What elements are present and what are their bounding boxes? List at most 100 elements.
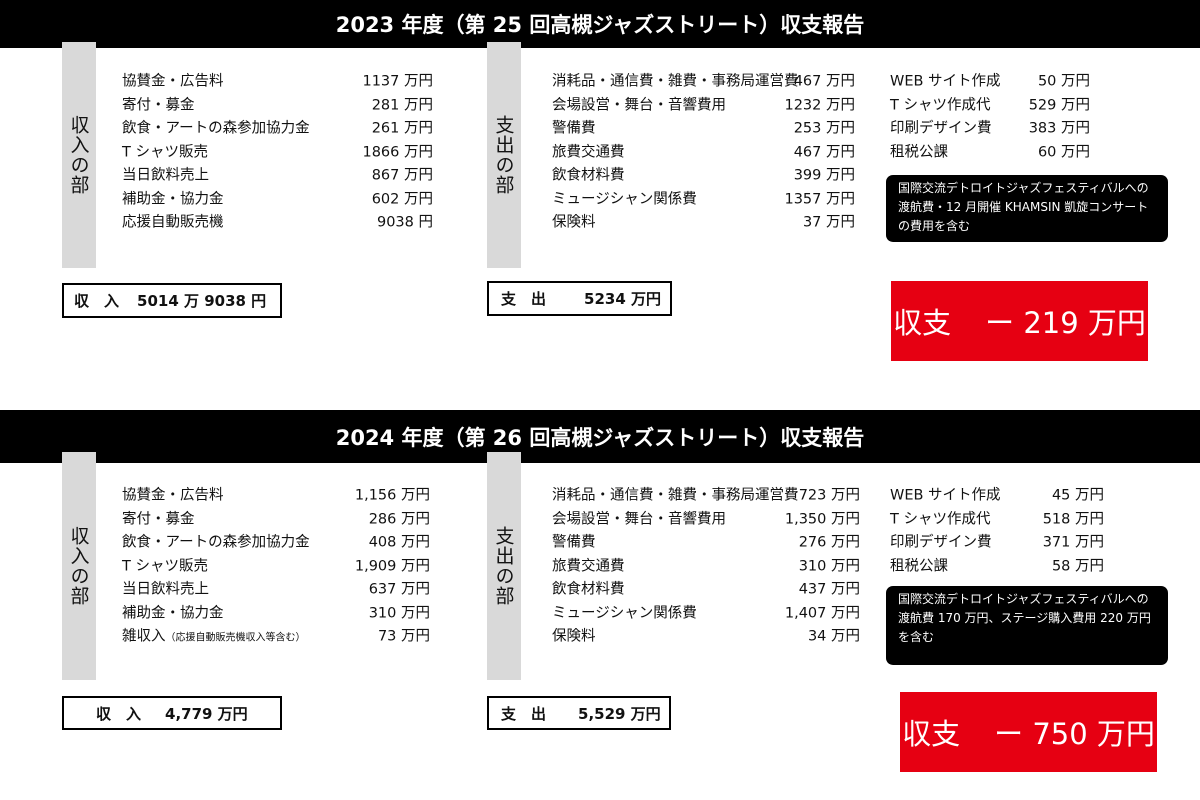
expense-item-name: 消耗品・通信費・雑費・事務局運営費 bbox=[552, 484, 799, 505]
expense-item-name-text: 飲食材料費 bbox=[552, 581, 625, 598]
expense-label: 支出の部 bbox=[487, 452, 521, 680]
income-item-name: 飲食・アートの森参加協力金 bbox=[122, 117, 310, 138]
expense-item-name: 会場設営・舞台・音響費用 bbox=[552, 507, 726, 528]
title-bar: 2024 年度（第 26 回高槻ジャズストリート）収支報告 bbox=[0, 410, 1200, 463]
expense-item-name-text: 消耗品・通信費・雑費・事務局運営費 bbox=[552, 487, 799, 504]
expense-item-amount: 383 万円 bbox=[1028, 120, 1090, 137]
balance-amount: ー 750 万円 bbox=[994, 717, 1155, 751]
income-item-amount: 867 万円 bbox=[371, 167, 433, 184]
expense-item-name: 租税公課 bbox=[890, 554, 948, 575]
expense-item-name: ミュージシャン関係費 bbox=[552, 601, 697, 622]
total-label: 収 入 bbox=[96, 704, 142, 723]
income-item-name: 協賛金・広告料 bbox=[122, 70, 224, 91]
income-item-name: 飲食・アートの森参加協力金 bbox=[122, 531, 310, 552]
expense-item-name: 飲食材料費 bbox=[552, 578, 625, 599]
expense-label: 支出の部 bbox=[487, 42, 521, 268]
expense-item-amount: 253 万円 bbox=[793, 120, 855, 137]
expense-item-name: WEB サイト作成 bbox=[890, 484, 1001, 505]
income-item-amount: 9038 円 bbox=[376, 214, 433, 231]
expense-item-amount: 371 万円 bbox=[1042, 534, 1104, 551]
expense-item-amount: 58 万円 bbox=[1051, 558, 1104, 574]
income-item-name-text: 当日飲料売上 bbox=[122, 167, 209, 184]
total-label: 収 入 bbox=[74, 292, 120, 310]
income-item-amount: 1866 万円 bbox=[362, 144, 433, 160]
balance-label: 収支 bbox=[893, 306, 952, 340]
total-amount: 4,779 万円 bbox=[165, 704, 248, 723]
expense-item-name-text: 租税公課 bbox=[890, 558, 948, 574]
expense-item-amount: 1357 万円 bbox=[784, 191, 855, 207]
income-item-amount: 637 万円 bbox=[368, 581, 430, 598]
expense-item-name-text: 警備費 bbox=[552, 120, 596, 137]
expense-item-name-text: 旅費交通費 bbox=[552, 144, 625, 160]
expense-item-name-text: 旅費交通費 bbox=[552, 558, 625, 574]
income-item-name-text: 補助金・協力金 bbox=[122, 605, 224, 621]
income-item-name: 寄付・募金 bbox=[122, 507, 195, 528]
income-item-name-text: T シャツ販売 bbox=[122, 144, 208, 160]
income-item-name: 補助金・協力金 bbox=[122, 187, 224, 208]
expense-item-amount: 1232 万円 bbox=[784, 97, 855, 113]
total-label: 支 出 bbox=[501, 290, 547, 308]
expense-item-name-text: 飲食材料費 bbox=[552, 167, 625, 184]
expense-item-amount: 45 万円 bbox=[1051, 487, 1104, 504]
income-item-name: 応援自動販売機 bbox=[122, 211, 224, 232]
expense-item-amount: 467 万円 bbox=[793, 73, 855, 90]
balance-box: 収支ー 750 万円 bbox=[900, 692, 1157, 772]
expense-item-amount: 1,407 万円 bbox=[784, 605, 860, 621]
expense-item-name-text: 保険料 bbox=[552, 214, 596, 231]
income-total: 収 入 5014 万 9038 円 bbox=[62, 283, 282, 318]
income-item-name-text: 飲食・アートの森参加協力金 bbox=[122, 534, 310, 551]
expense-item-name: 租税公課 bbox=[890, 140, 948, 161]
income-item-amount: 286 万円 bbox=[368, 511, 430, 527]
expense-item-amount: 467 万円 bbox=[793, 144, 855, 160]
income-item-amount: 310 万円 bbox=[368, 605, 430, 621]
expense-item-amount: 723 万円 bbox=[798, 487, 860, 504]
expense-item-name: 保険料 bbox=[552, 211, 596, 232]
expense-total: 支 出 5234 万円 bbox=[487, 281, 672, 316]
income-item-name-text: 補助金・協力金 bbox=[122, 191, 224, 207]
income-item-amount: 1,909 万円 bbox=[354, 558, 430, 574]
income-item-name-text: 寄付・募金 bbox=[122, 97, 195, 113]
expense-item-name-text: 印刷デザイン費 bbox=[890, 534, 992, 551]
income-item-name-text: T シャツ販売 bbox=[122, 558, 208, 574]
expense-item-name: 飲食材料費 bbox=[552, 164, 625, 185]
income-item-name-text: 当日飲料売上 bbox=[122, 581, 209, 598]
income-item-name-text: 雑収入 bbox=[122, 628, 166, 645]
expense-item-amount: 1,350 万円 bbox=[784, 511, 860, 527]
expense-item-amount: 518 万円 bbox=[1042, 511, 1104, 527]
expense-item-name-text: 消耗品・通信費・雑費・事務局運営費 bbox=[552, 73, 799, 90]
expense-item-name-text: 印刷デザイン費 bbox=[890, 120, 992, 137]
income-item-name: T シャツ販売 bbox=[122, 140, 208, 161]
income-item-name: 雑収入（応援自動販売機収入等含む） bbox=[122, 625, 306, 646]
expense-item-name-text: ミュージシャン関係費 bbox=[552, 605, 697, 621]
expense-item-name: ミュージシャン関係費 bbox=[552, 187, 697, 208]
income-item-amount: 73 万円 bbox=[377, 628, 430, 645]
expense-item-name-text: T シャツ作成代 bbox=[890, 511, 991, 527]
expense-total: 支 出 5,529 万円 bbox=[487, 696, 671, 730]
expense-item-amount: 276 万円 bbox=[798, 534, 860, 551]
total-label: 支 出 bbox=[501, 704, 547, 723]
income-item-name: T シャツ販売 bbox=[122, 554, 208, 575]
income-item-name: 寄付・募金 bbox=[122, 93, 195, 114]
income-item-amount: 408 万円 bbox=[368, 534, 430, 551]
expense-item-name: WEB サイト作成 bbox=[890, 70, 1001, 91]
balance-label: 収支 bbox=[902, 717, 961, 751]
total-amount: 5234 万円 bbox=[584, 290, 661, 308]
income-label: 収入の部 bbox=[62, 42, 96, 268]
income-item-name-text: 協賛金・広告料 bbox=[122, 487, 224, 504]
income-item-name: 当日飲料売上 bbox=[122, 578, 209, 599]
income-item-amount: 1,156 万円 bbox=[354, 487, 430, 504]
expense-item-name: T シャツ作成代 bbox=[890, 93, 990, 114]
note-box: 国際交流デトロイトジャズフェスティバルへの渡航費・12 月開催 KHAMSIN … bbox=[886, 175, 1168, 242]
income-item-name-text: 応援自動販売機 bbox=[122, 214, 224, 231]
income-item-amount: 602 万円 bbox=[371, 191, 433, 207]
expense-item-amount: 37 万円 bbox=[802, 214, 855, 231]
expense-item-amount: 310 万円 bbox=[798, 558, 860, 574]
income-label: 収入の部 bbox=[62, 452, 96, 680]
income-item-amount: 1137 万円 bbox=[362, 73, 433, 90]
balance-amount: ー 219 万円 bbox=[985, 306, 1146, 340]
income-item-name-text: 寄付・募金 bbox=[122, 511, 195, 527]
expense-item-name: T シャツ作成代 bbox=[890, 507, 990, 528]
expense-item-name: 印刷デザイン費 bbox=[890, 117, 992, 138]
expense-item-name: 印刷デザイン費 bbox=[890, 531, 992, 552]
